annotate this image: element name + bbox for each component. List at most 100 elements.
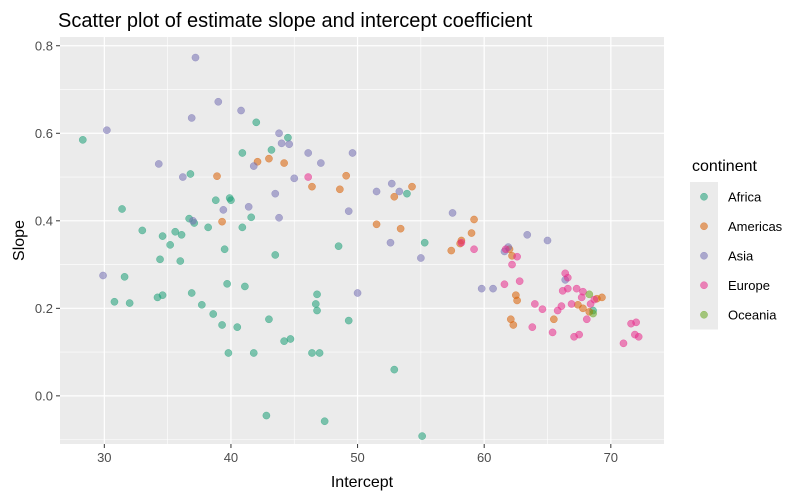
data-point-americas	[447, 246, 456, 255]
data-point-asia	[214, 97, 223, 106]
data-point-americas	[467, 229, 476, 237]
data-point-asia	[244, 202, 253, 211]
data-point-africa	[120, 272, 129, 281]
y-tick-label: 0.6	[35, 126, 53, 141]
data-point-americas	[372, 220, 381, 229]
legend-key-asia	[700, 251, 708, 260]
x-tick-label: 40	[224, 450, 238, 465]
data-point-africa	[403, 189, 411, 198]
data-point-asia	[304, 149, 313, 157]
plot-panel	[60, 37, 664, 444]
data-point-asia	[99, 271, 107, 280]
data-point-asia	[271, 189, 280, 198]
data-point-europe	[508, 260, 516, 269]
data-point-americas	[470, 215, 478, 224]
data-point-africa	[78, 135, 87, 144]
legend-key-oceania	[700, 310, 708, 319]
data-point-africa	[187, 289, 196, 297]
data-point-europe	[557, 302, 566, 310]
data-point-europe	[538, 305, 547, 314]
data-point-asia	[395, 187, 404, 196]
y-tick-label: 0.2	[35, 301, 53, 316]
data-point-africa	[286, 335, 295, 343]
data-point-africa	[308, 349, 316, 357]
data-point-europe	[501, 245, 510, 254]
data-point-asia	[187, 114, 196, 122]
y-tick-label: 0.4	[35, 213, 53, 228]
data-point-africa	[227, 196, 235, 205]
data-point-africa	[344, 316, 353, 325]
data-point-americas	[335, 185, 344, 194]
data-point-europe	[548, 328, 557, 337]
data-point-americas	[513, 296, 521, 305]
data-point-americas	[598, 293, 606, 302]
data-point-asia	[417, 254, 425, 262]
legend-key-americas	[700, 222, 708, 231]
data-point-africa	[220, 245, 229, 254]
x-axis-ticks: 30 40 50 60 70	[97, 444, 618, 465]
data-point-americas	[218, 217, 226, 226]
data-point-africa	[262, 411, 271, 420]
data-point-americas	[408, 182, 416, 191]
x-tick-label: 50	[350, 450, 364, 465]
data-point-americas	[265, 154, 273, 163]
data-point-asia	[154, 160, 163, 168]
data-point-africa	[252, 118, 261, 127]
data-point-africa	[420, 238, 429, 247]
minor-gridlines	[60, 37, 664, 444]
data-point-asia	[372, 187, 381, 196]
data-point-africa	[265, 315, 273, 324]
data-point-asia	[178, 173, 187, 181]
data-point-europe	[500, 280, 509, 289]
data-point-europe	[634, 332, 643, 341]
data-point-africa	[313, 306, 321, 315]
data-point-africa	[110, 297, 119, 306]
y-tick-label: 0.0	[35, 388, 53, 403]
legend-title: continent	[692, 158, 757, 175]
data-point-americas	[579, 304, 587, 313]
legend-label-africa: Africa	[728, 189, 762, 204]
series-africa	[78, 118, 597, 440]
data-point-asia	[344, 207, 353, 216]
data-point-europe	[457, 238, 466, 247]
data-point-africa	[158, 291, 167, 300]
data-point-americas	[342, 171, 351, 180]
data-point-americas	[549, 315, 558, 324]
data-point-europe	[575, 330, 584, 339]
legend-label-asia: Asia	[728, 248, 754, 263]
legend-items: Africa Americas Asia Europe Oceania	[690, 182, 783, 330]
x-tick-label: 70	[604, 450, 618, 465]
data-point-africa	[166, 241, 175, 249]
legend-item-asia: Asia	[690, 241, 754, 271]
chart-title: Scatter plot of estimate slope and inter…	[58, 10, 533, 32]
legend-label-europe: Europe	[728, 278, 770, 293]
data-point-europe	[304, 173, 313, 181]
data-point-asia	[249, 162, 258, 170]
data-point-europe	[528, 323, 537, 332]
data-point-africa	[186, 170, 195, 178]
data-point-africa	[247, 213, 256, 222]
data-point-asia	[386, 238, 395, 247]
data-point-europe	[530, 300, 539, 308]
legend-item-europe: Europe	[690, 270, 770, 300]
data-point-asia	[189, 216, 197, 225]
data-point-africa	[241, 282, 249, 291]
data-point-asia	[277, 139, 286, 148]
data-point-africa	[334, 242, 343, 251]
data-point-europe	[572, 284, 581, 293]
data-point-africa	[418, 432, 426, 440]
data-point-asia	[353, 289, 362, 297]
data-point-asia	[348, 149, 357, 157]
data-point-europe	[590, 295, 599, 304]
data-point-africa	[313, 290, 321, 299]
major-gridlines	[60, 37, 664, 444]
data-point-europe	[563, 273, 572, 282]
data-points	[78, 53, 643, 440]
data-point-africa	[238, 149, 247, 157]
data-point-asia	[543, 236, 552, 245]
legend-item-americas: Americas	[690, 211, 783, 241]
data-point-africa	[271, 251, 280, 259]
series-oceania	[585, 290, 597, 318]
data-point-africa	[176, 257, 185, 265]
